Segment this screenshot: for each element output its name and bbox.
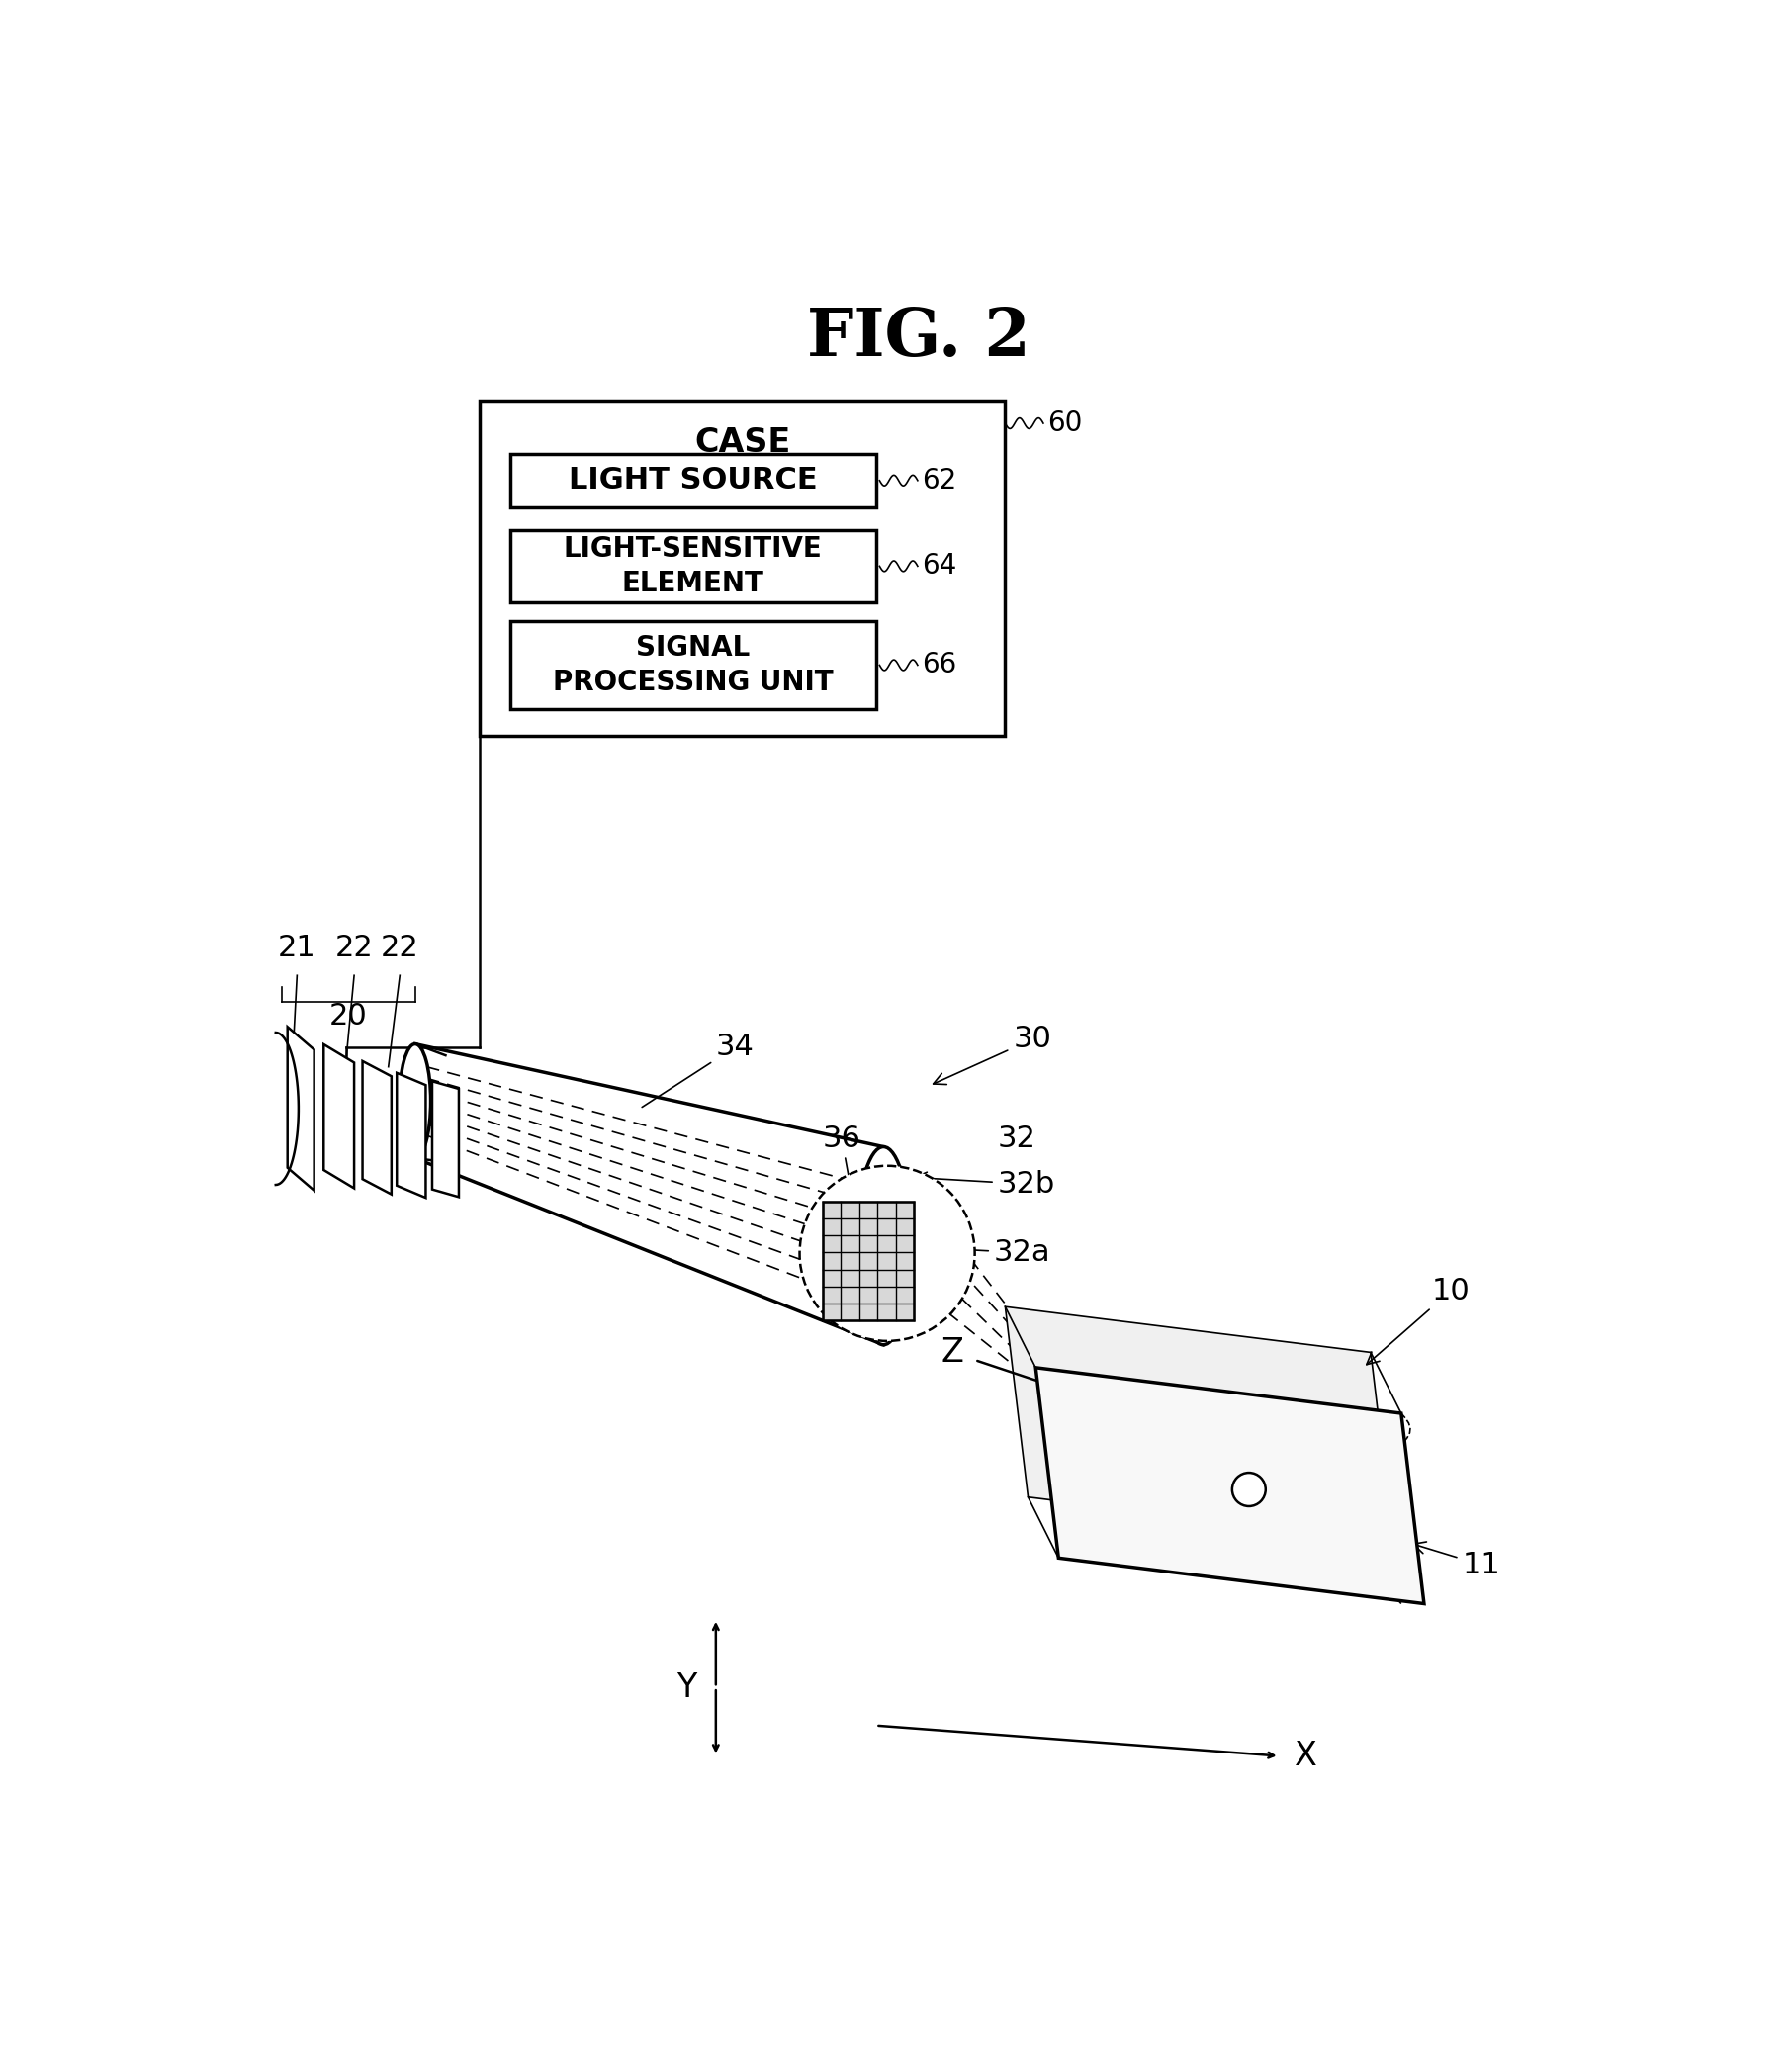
- Bar: [480, 401, 1005, 736]
- Text: CASE: CASE: [695, 426, 790, 459]
- Polygon shape: [1005, 1307, 1394, 1543]
- Polygon shape: [324, 1044, 355, 1189]
- Text: X: X: [1294, 1739, 1317, 1772]
- Text: Y: Y: [677, 1671, 697, 1704]
- Text: SIGNAL
PROCESSING UNIT: SIGNAL PROCESSING UNIT: [552, 635, 833, 697]
- Ellipse shape: [799, 1166, 975, 1340]
- Bar: [511, 529, 876, 602]
- Polygon shape: [432, 1082, 459, 1197]
- Text: 22: 22: [380, 933, 419, 962]
- Text: FIG. 2: FIG. 2: [806, 306, 1030, 370]
- Text: 36: 36: [823, 1125, 860, 1197]
- Text: 62: 62: [921, 467, 957, 494]
- Text: 60: 60: [1047, 409, 1082, 436]
- Text: 10: 10: [1367, 1276, 1469, 1365]
- Text: 20: 20: [330, 1003, 367, 1030]
- Text: Z: Z: [941, 1336, 964, 1369]
- Bar: [823, 1202, 914, 1319]
- Text: 32b: 32b: [914, 1170, 1055, 1197]
- Text: 30: 30: [934, 1026, 1052, 1084]
- Circle shape: [1233, 1472, 1265, 1506]
- Bar: [511, 620, 876, 709]
- Text: 21: 21: [278, 933, 315, 962]
- Polygon shape: [287, 1028, 314, 1191]
- Bar: [511, 453, 876, 507]
- Text: 32: 32: [998, 1125, 1036, 1152]
- Polygon shape: [362, 1061, 391, 1195]
- Polygon shape: [396, 1073, 426, 1197]
- Text: LIGHT SOURCE: LIGHT SOURCE: [568, 465, 817, 494]
- Text: 32a: 32a: [896, 1239, 1050, 1268]
- Text: LIGHT-SENSITIVE
ELEMENT: LIGHT-SENSITIVE ELEMENT: [563, 536, 823, 598]
- Text: 11: 11: [1414, 1543, 1500, 1580]
- Text: 34: 34: [642, 1032, 754, 1106]
- Ellipse shape: [400, 1044, 430, 1158]
- Text: 64: 64: [921, 552, 957, 579]
- Ellipse shape: [857, 1148, 910, 1344]
- Text: 22: 22: [335, 933, 373, 962]
- Polygon shape: [1036, 1367, 1425, 1603]
- Text: 66: 66: [921, 651, 957, 678]
